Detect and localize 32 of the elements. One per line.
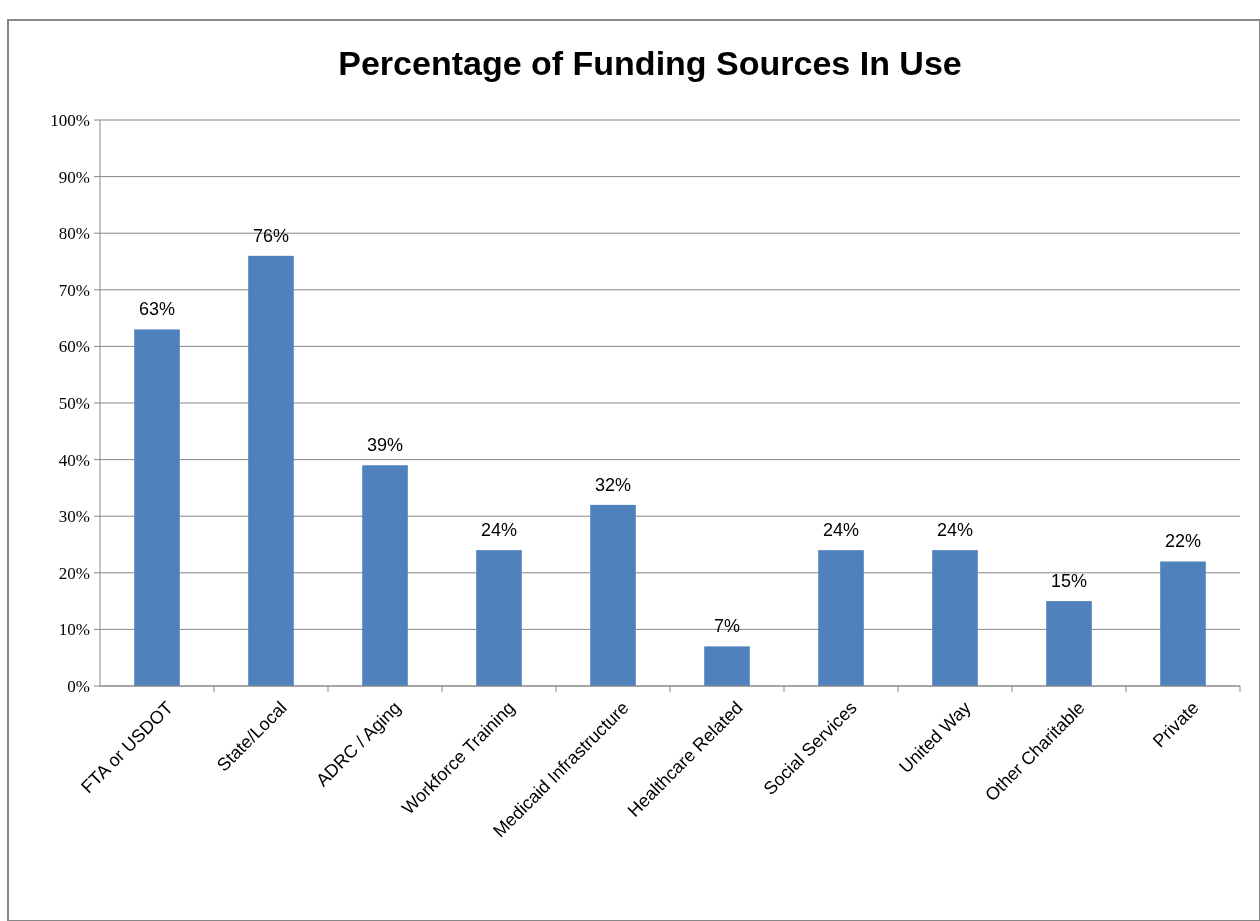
data-label: 24% [936, 520, 974, 541]
bar [932, 550, 978, 686]
bar [818, 550, 864, 686]
data-label: 32% [594, 474, 632, 495]
chart-title: Percentage of Funding Sources In Use [338, 44, 962, 82]
y-tick-label: 40% [58, 450, 90, 470]
bar [248, 255, 294, 686]
bar [134, 329, 180, 686]
data-label: 24% [822, 520, 860, 541]
y-tick-label: 80% [58, 224, 90, 244]
data-label: 39% [366, 435, 404, 456]
y-tick-label: 50% [58, 393, 90, 413]
data-label: 15% [1050, 571, 1088, 592]
bar [590, 504, 636, 686]
data-label: 63% [138, 299, 176, 320]
y-tick-label: 70% [58, 280, 90, 300]
bar [1046, 601, 1092, 686]
data-label: 7% [713, 616, 741, 637]
y-tick-label: 10% [58, 620, 90, 640]
bar [476, 550, 522, 686]
y-tick-label: 0% [67, 676, 90, 696]
y-tick-label: 100% [50, 110, 90, 130]
data-label: 22% [1164, 531, 1202, 552]
bar [1160, 561, 1206, 686]
y-tick-label: 90% [58, 167, 90, 187]
data-label: 76% [252, 225, 290, 246]
y-tick-label: 30% [58, 507, 90, 527]
bar [704, 646, 750, 686]
y-tick-label: 20% [58, 563, 90, 583]
bar [362, 465, 408, 686]
y-tick-label: 60% [58, 337, 90, 357]
data-label: 24% [480, 520, 518, 541]
